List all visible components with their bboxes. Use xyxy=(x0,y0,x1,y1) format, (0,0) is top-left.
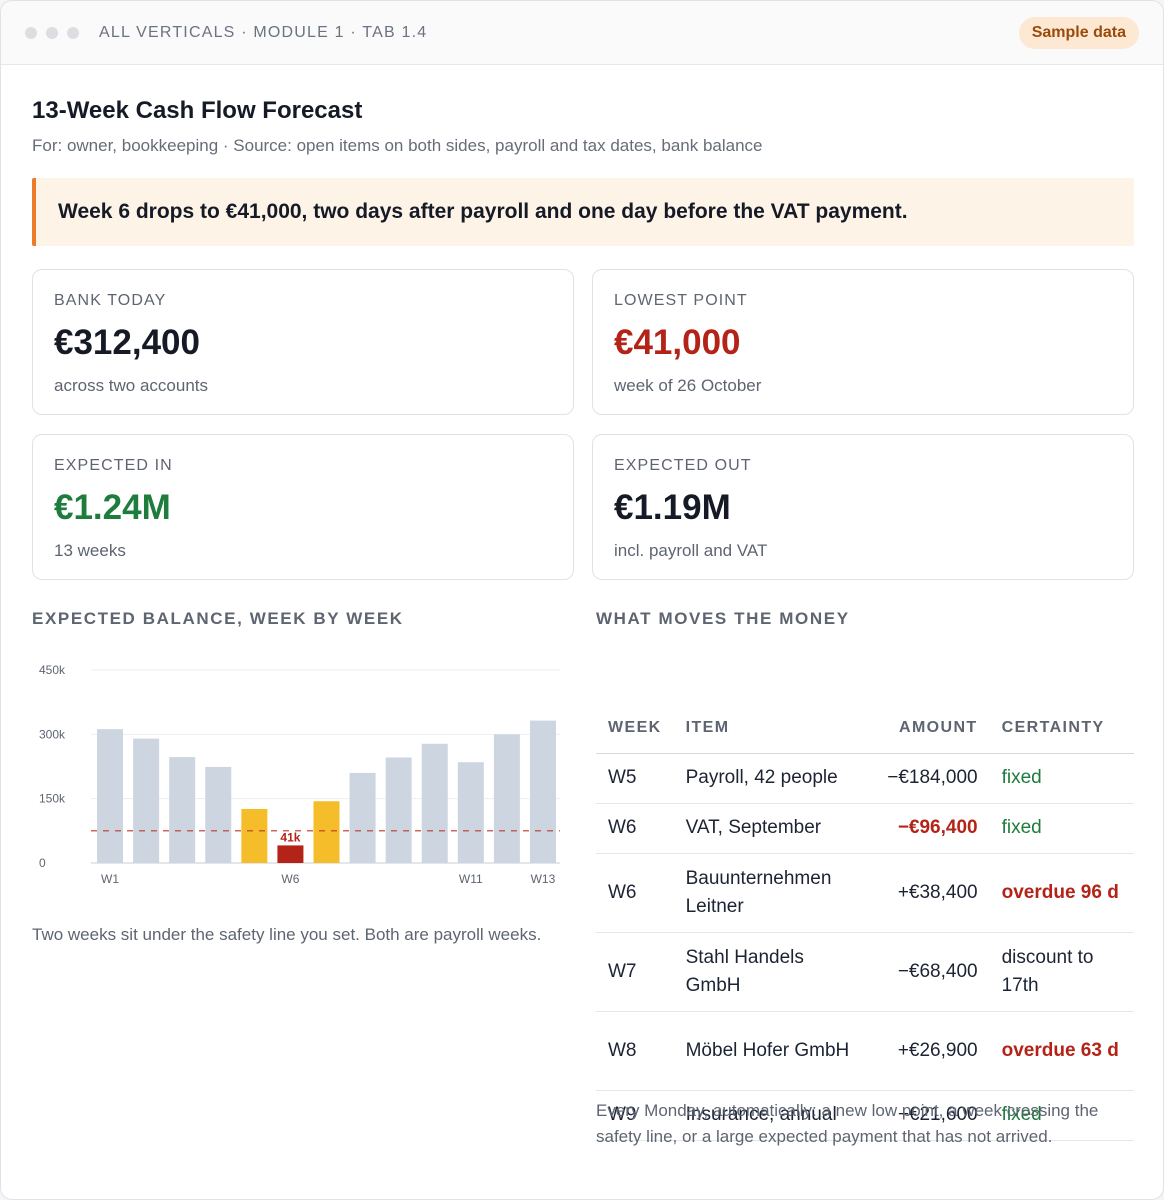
alert-banner: Week 6 drops to €41,000, two days after … xyxy=(32,178,1134,246)
cell-amount: −€68,400 xyxy=(861,932,990,1012)
card-note: week of 26 October xyxy=(614,376,762,395)
cell-amount: +€38,400 xyxy=(861,853,990,933)
column-header-item: ITEM xyxy=(673,703,862,754)
column-header-certainty: CERTAINTY xyxy=(989,703,1134,754)
cell-amount: −€21,600 xyxy=(861,1090,990,1141)
bar-w4 xyxy=(205,766,232,863)
card-label: BANK TODAY xyxy=(54,292,167,309)
cell-certainty: fixed xyxy=(989,1090,1134,1141)
cell-item: Möbel Hofer GmbH xyxy=(673,1011,862,1091)
moves-table: WEEK ITEM AMOUNT CERTAINTY W5 Payroll, 4… xyxy=(596,703,1134,1141)
cell-amount: −€184,000 xyxy=(861,753,990,804)
table-heading: WHAT MOVES THE MONEY xyxy=(596,609,850,628)
card-value: €1.19M xyxy=(614,488,731,527)
card-note: 13 weeks xyxy=(54,541,126,560)
bar-w1 xyxy=(97,729,124,863)
table-row: W6 VAT, September −€96,400 fixed xyxy=(596,803,1134,854)
cell-item: Bauunternehmen Leitner xyxy=(673,853,862,933)
y-tick-label: 300k xyxy=(39,727,66,741)
cell-certainty: fixed xyxy=(989,753,1134,804)
y-tick-label: 0 xyxy=(39,856,46,870)
card-value: €312,400 xyxy=(54,323,200,362)
cell-certainty: overdue 63 d xyxy=(989,1011,1134,1091)
table-row: W9 Insurance, annual −€21,600 fixed xyxy=(596,1090,1134,1141)
card-expected-in: EXPECTED IN €1.24M 13 weeks xyxy=(32,434,574,580)
balance-chart-svg: 0 150k 300k 450k W1 41k W6 W11 W13 xyxy=(39,663,560,886)
alert-text: Week 6 drops to €41,000, two days after … xyxy=(58,200,908,223)
cell-week: W6 xyxy=(596,853,674,933)
card-bank-today: BANK TODAY €312,400 across two accounts xyxy=(32,269,574,415)
column-header-week: WEEK xyxy=(596,703,674,754)
y-tick-label: 150k xyxy=(39,792,66,806)
bar-w3 xyxy=(169,757,196,863)
sample-data-badge: Sample data xyxy=(1018,17,1139,49)
cell-certainty: overdue 96 d xyxy=(989,853,1134,933)
x-tick-label: W1 xyxy=(101,872,119,886)
cell-certainty: fixed xyxy=(989,803,1134,854)
cell-week: W5 xyxy=(596,753,674,804)
cell-amount: −€96,400 xyxy=(861,803,990,854)
x-tick-label: W6 xyxy=(281,872,299,886)
bar-data-label: 41k xyxy=(280,830,300,844)
card-note: across two accounts xyxy=(54,376,209,395)
x-tick-label: W11 xyxy=(459,872,483,886)
bar-w10 xyxy=(421,743,448,863)
title-bar: ALL VERTICALS · MODULE 1 · TAB 1.4 Sampl… xyxy=(1,1,1163,65)
card-value: €41,000 xyxy=(614,323,741,362)
cell-certainty: discount to 17th xyxy=(989,932,1134,1012)
cell-item: Insurance, annual xyxy=(673,1090,862,1141)
table-row: W6 Bauunternehmen Leitner +€38,400 overd… xyxy=(596,853,1134,933)
card-label: EXPECTED OUT xyxy=(614,457,752,474)
cell-item: Payroll, 42 people xyxy=(673,753,862,804)
table-note: Every Monday, automatically: a new low p… xyxy=(596,1101,1099,1146)
table-header-row: WEEK ITEM AMOUNT CERTAINTY xyxy=(596,703,1134,754)
page-subtitle: For: owner, bookkeeping · Source: open i… xyxy=(32,136,763,155)
minimize-window-icon[interactable] xyxy=(46,26,58,39)
card-lowest-point: LOWEST POINT €41,000 week of 26 October xyxy=(592,269,1134,415)
y-tick-label: 450k xyxy=(39,663,66,677)
table-row: W5 Payroll, 42 people −€184,000 fixed xyxy=(596,753,1134,804)
table-row: W8 Möbel Hofer GmbH +€26,900 overdue 63 … xyxy=(596,1011,1134,1091)
cell-week: W6 xyxy=(596,803,674,854)
page-title: 13-Week Cash Flow Forecast xyxy=(32,97,363,124)
bar-w6 xyxy=(277,845,304,863)
cell-week: W7 xyxy=(596,932,674,1012)
close-window-icon[interactable] xyxy=(25,26,37,39)
card-expected-out: EXPECTED OUT €1.19M incl. payroll and VA… xyxy=(592,434,1134,580)
cell-week: W9 xyxy=(596,1090,674,1141)
window-controls xyxy=(25,26,79,39)
bar-w9 xyxy=(385,757,412,863)
card-value: €1.24M xyxy=(54,488,171,527)
cell-week: W8 xyxy=(596,1011,674,1091)
bar-w8 xyxy=(349,772,376,863)
card-note: incl. payroll and VAT xyxy=(614,541,768,560)
chart-heading: EXPECTED BALANCE, WEEK BY WEEK xyxy=(32,609,404,628)
cell-item: Stahl Handels GmbH xyxy=(673,932,862,1012)
cell-item: VAT, September xyxy=(673,803,862,854)
bar-w12 xyxy=(493,734,520,863)
bar-w5 xyxy=(241,808,268,863)
maximize-window-icon[interactable] xyxy=(67,26,79,39)
card-label: LOWEST POINT xyxy=(614,292,748,309)
cell-amount: +€26,900 xyxy=(861,1011,990,1091)
breadcrumb: ALL VERTICALS · MODULE 1 · TAB 1.4 xyxy=(99,23,428,41)
balance-chart: 0 150k 300k 450k W1 41k W6 W11 W13 xyxy=(32,655,572,895)
chart-caption: Two weeks sit under the safety line you … xyxy=(32,925,542,944)
bar-w2 xyxy=(133,738,160,863)
bar-w11 xyxy=(457,762,484,863)
table-body: W5 Payroll, 42 people −€184,000 fixed W6… xyxy=(596,753,1134,1141)
x-tick-label: W13 xyxy=(531,872,556,886)
card-label: EXPECTED IN xyxy=(54,457,173,474)
column-header-amount: AMOUNT xyxy=(861,703,990,754)
bar-w7 xyxy=(313,801,340,863)
bar-w13 xyxy=(529,720,556,863)
table-row: W7 Stahl Handels GmbH −€68,400 discount … xyxy=(596,932,1134,1012)
